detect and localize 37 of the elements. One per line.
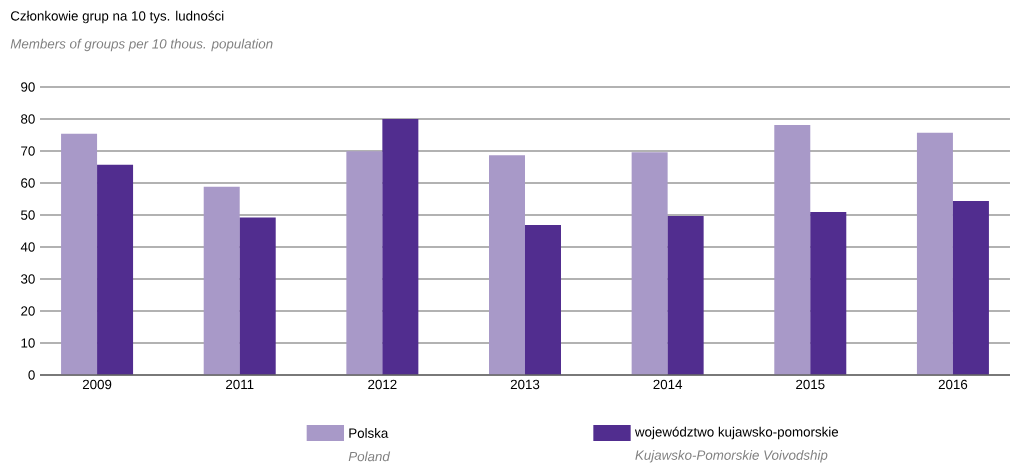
y-tick-label: 60 (21, 178, 35, 188)
y-tick-label: 90 (21, 82, 35, 92)
chart-subtitle: Members of groups per 10 thous. population (10, 38, 273, 52)
bar (346, 151, 383, 375)
text: Poland (348, 451, 391, 462)
bar (203, 186, 240, 375)
x-tick-label: 2012 (368, 379, 397, 390)
y-tick-label: 80 (21, 114, 35, 124)
x-tick-label: 2016 (938, 379, 968, 390)
x-tick-label: 2009 (82, 379, 112, 390)
x-tick-label: 2015 (796, 379, 825, 390)
bar (239, 217, 276, 375)
text: Kujawsko-Pomorskie Voivodship (635, 450, 828, 463)
x-tick-label: 2014 (653, 379, 683, 390)
bar (489, 155, 525, 375)
x-tick-label: 2011 (226, 379, 254, 390)
bar (774, 125, 811, 375)
bar (667, 215, 704, 375)
bar (525, 224, 561, 375)
legend-label: województwo kujawsko-pomorskie (634, 426, 839, 440)
bar (97, 164, 134, 375)
bar (631, 152, 668, 375)
bar (810, 212, 847, 375)
y-tick-label: 50 (21, 210, 35, 220)
bar (952, 200, 989, 375)
y-tick-label: 0 (28, 370, 35, 380)
bar (61, 133, 98, 375)
chart-title: Członkowie grup na 10 tys. ludności (10, 10, 224, 24)
y-tick-label: 10 (21, 338, 35, 348)
y-tick-label: 30 (20, 274, 35, 284)
legend-label: Polska (349, 428, 389, 438)
bar (916, 132, 953, 375)
y-tick-label: 20 (21, 306, 35, 316)
x-tick-label: 2013 (510, 379, 540, 390)
y-tick-label: 70 (21, 146, 35, 156)
y-tick-label: 40 (20, 242, 35, 252)
bar (382, 119, 419, 375)
